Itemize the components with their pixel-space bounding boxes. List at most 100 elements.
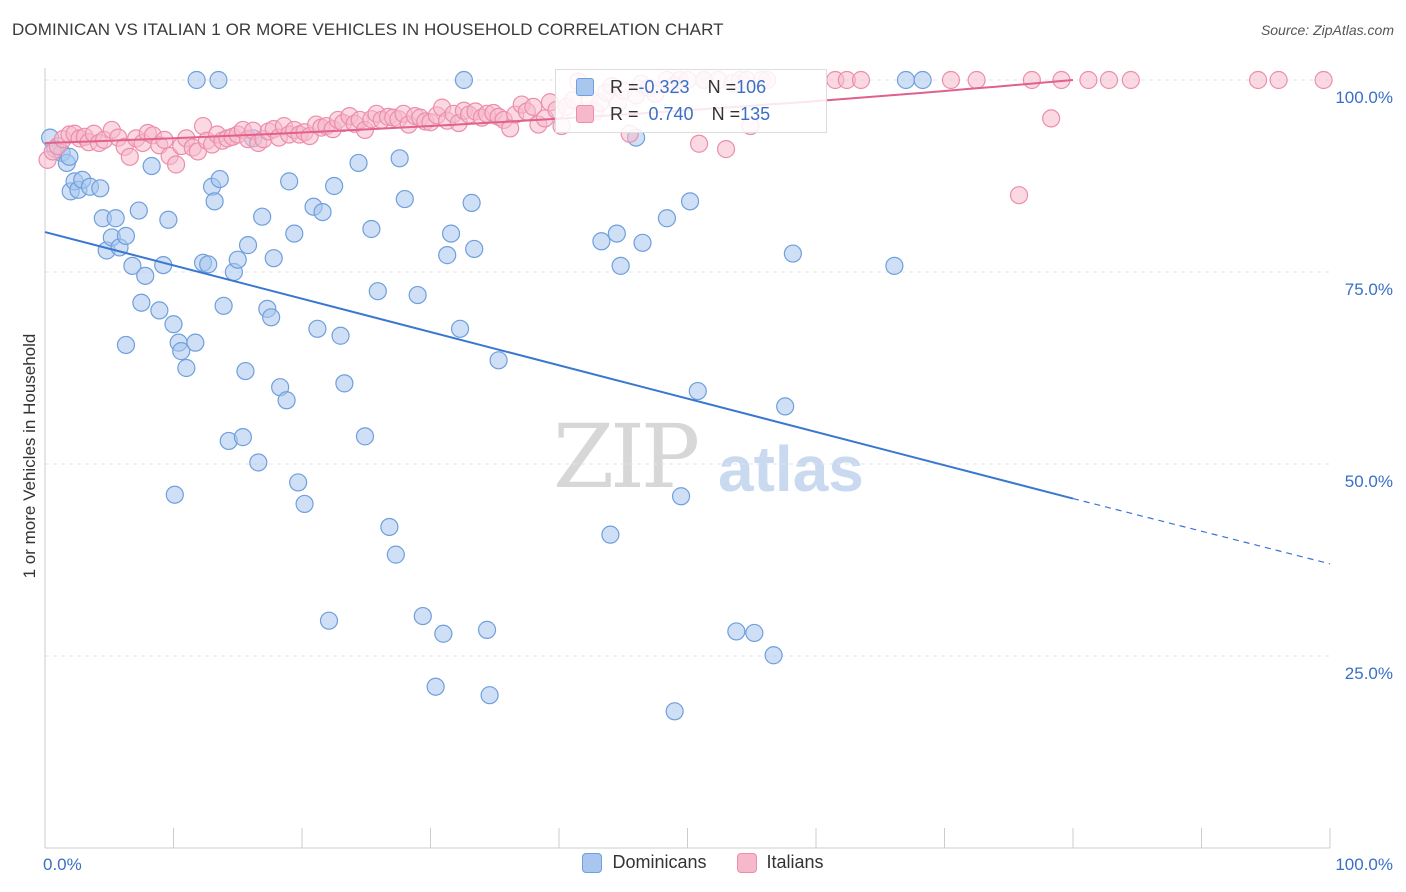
- data-point: [295, 494, 314, 514]
- r-value: -0.323: [638, 76, 690, 97]
- n-value: 106: [736, 76, 767, 97]
- data-point: [165, 485, 184, 504]
- data-point: [434, 624, 453, 643]
- data-point: [941, 70, 961, 90]
- data-point: [764, 646, 783, 665]
- data-point: [325, 176, 344, 196]
- data-point: [489, 351, 508, 370]
- data-point: [395, 189, 414, 209]
- data-point: [665, 702, 684, 721]
- data-point: [1009, 186, 1029, 205]
- data-point: [783, 244, 802, 263]
- data-point: [657, 209, 677, 228]
- data-point: [120, 147, 139, 166]
- data-point: [716, 140, 736, 159]
- data-point: [913, 70, 932, 90]
- r-label: R =: [610, 76, 639, 97]
- data-point: [238, 236, 258, 255]
- y-tick-label: 100.0%: [1335, 88, 1393, 107]
- data-point: [454, 70, 474, 90]
- data-point: [408, 285, 427, 305]
- legend-label: Italians: [766, 852, 824, 872]
- data-point: [438, 246, 457, 265]
- n-value: 135: [740, 103, 771, 124]
- data-point: [362, 219, 381, 239]
- data-point: [228, 250, 247, 269]
- data-point: [1099, 70, 1119, 90]
- data-point: [601, 525, 620, 544]
- series-legend: Dominicans Italians: [0, 852, 1406, 873]
- n-label: N =: [711, 103, 741, 124]
- data-point: [480, 686, 499, 705]
- data-point: [462, 193, 481, 212]
- data-point: [1314, 70, 1333, 90]
- data-point: [776, 397, 795, 416]
- italians-swatch: [736, 852, 757, 873]
- data-point: [129, 201, 148, 220]
- data-point: [313, 202, 332, 222]
- data-point: [851, 70, 871, 90]
- italians-swatch: [576, 105, 594, 123]
- dominicans-points: [41, 70, 932, 721]
- data-point: [205, 192, 224, 211]
- legend-item-dominicans[interactable]: Dominicans: [582, 852, 707, 873]
- data-point: [116, 335, 136, 355]
- data-point: [209, 70, 228, 90]
- data-point: [355, 427, 375, 446]
- data-point: [91, 179, 110, 198]
- data-point: [592, 232, 611, 251]
- data-point: [426, 677, 445, 696]
- data-point: [253, 207, 272, 226]
- tick-labels: 100.0% 75.0% 50.0% 25.0% 0.0% 100.0%: [43, 88, 1393, 874]
- legend-row-italians: R = 0.740 N = 135: [576, 102, 770, 126]
- y-tick-label: 25.0%: [1345, 664, 1393, 683]
- data-point: [142, 156, 161, 176]
- data-point: [172, 342, 191, 361]
- data-point: [967, 70, 986, 90]
- data-point: [611, 256, 630, 275]
- source-credit: Source: ZipAtlas.com: [1260, 22, 1394, 38]
- data-point: [155, 130, 174, 150]
- data-point: [633, 233, 652, 252]
- data-point: [524, 97, 543, 116]
- axes: [44, 68, 1331, 849]
- n-label: N =: [707, 76, 737, 97]
- legend-item-italians[interactable]: Italians: [736, 852, 824, 873]
- dominicans-trend-extension: [1072, 497, 1331, 565]
- chart-title: DOMINICAN VS ITALIAN 1 OR MORE VEHICLES …: [12, 20, 724, 39]
- data-point: [380, 517, 399, 537]
- data-point: [233, 428, 252, 447]
- data-point: [280, 172, 299, 191]
- data-point: [1248, 70, 1268, 90]
- data-point: [186, 333, 205, 352]
- data-point: [331, 326, 350, 345]
- dominicans-swatch: [576, 78, 594, 96]
- data-point: [680, 192, 700, 211]
- data-point: [671, 487, 691, 506]
- data-point: [132, 293, 151, 312]
- data-point: [187, 70, 206, 90]
- y-tick-label: 75.0%: [1345, 280, 1393, 299]
- data-point: [308, 319, 327, 338]
- r-value: 0.740: [648, 103, 694, 124]
- data-point: [264, 249, 283, 268]
- data-point: [164, 315, 183, 334]
- data-point: [413, 606, 432, 626]
- data-point: [1042, 109, 1061, 128]
- data-point: [386, 545, 405, 564]
- data-point: [199, 255, 218, 274]
- data-point: [688, 381, 707, 401]
- data-point: [349, 153, 368, 173]
- data-point: [390, 149, 409, 168]
- data-point: [60, 147, 79, 166]
- data-point: [319, 611, 339, 630]
- data-point: [441, 224, 461, 243]
- data-point: [277, 391, 296, 410]
- dominicans-trend-line: [44, 231, 1074, 500]
- data-point: [1269, 70, 1288, 90]
- data-point: [136, 266, 155, 285]
- data-point: [236, 361, 255, 381]
- data-point: [896, 70, 916, 90]
- data-point: [123, 256, 142, 275]
